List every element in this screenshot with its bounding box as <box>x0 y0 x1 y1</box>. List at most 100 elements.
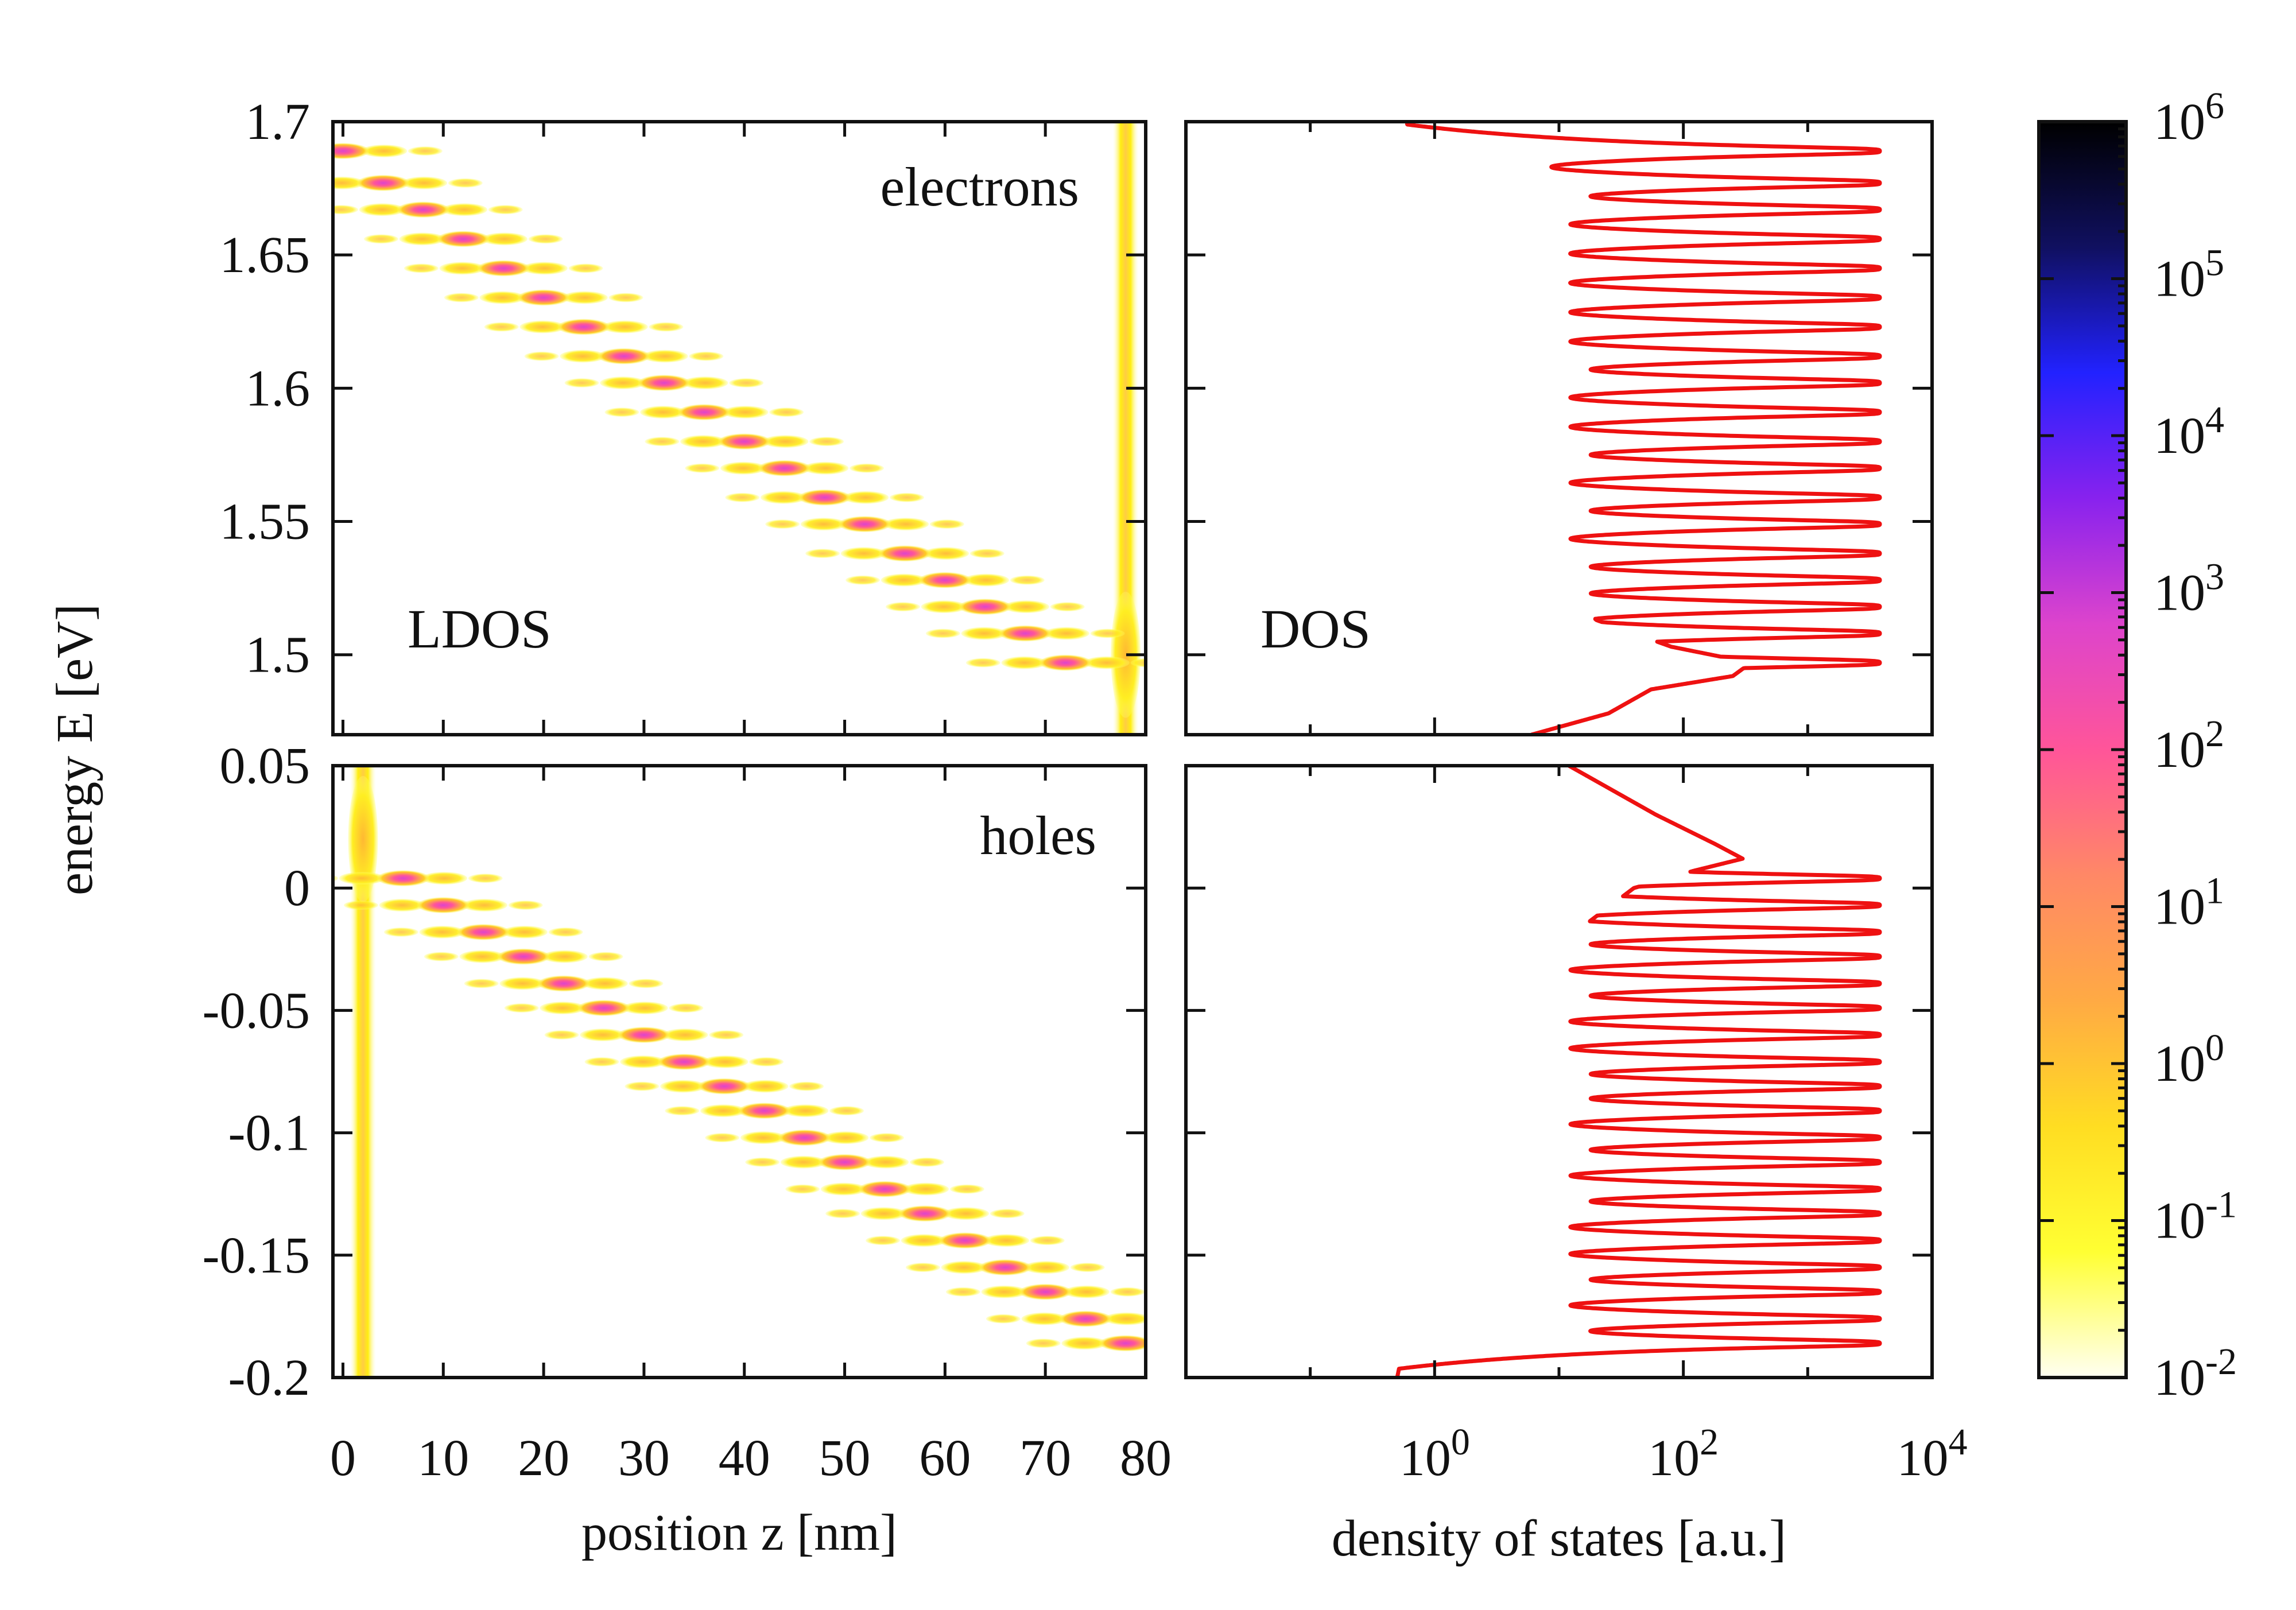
hole-level-7-side <box>749 1057 784 1066</box>
electron-level-13-side <box>765 519 800 529</box>
ldos-electrons-heatmap <box>333 122 1146 735</box>
electron-level-12-side <box>725 492 760 502</box>
electron-level-3 <box>437 231 490 247</box>
electron-level-1-side <box>333 176 365 189</box>
colorbar-tick-label-6: 100 <box>2154 1027 2224 1092</box>
electron-level-6-side <box>519 320 566 333</box>
electron-level-14-side <box>923 547 969 560</box>
hole-level-8-side <box>625 1081 660 1091</box>
hole-level-13-side <box>825 1209 860 1219</box>
hole-level-1-side <box>343 901 378 910</box>
electron-level-4-side <box>439 262 486 275</box>
electron-level-11-side <box>802 461 849 475</box>
hole-level-17-side <box>1103 1312 1146 1325</box>
position-xtick-label-3: 30 <box>618 1430 670 1487</box>
position-xtick-label-2: 20 <box>518 1430 569 1487</box>
hole-level-5 <box>577 1000 630 1017</box>
hole-level-8-side <box>789 1081 824 1091</box>
electron-level-9 <box>677 404 731 421</box>
electron-level-7-side <box>560 350 606 363</box>
ldos-holes-ytick-label-0: 0.05 <box>220 738 311 794</box>
hole-level-5-side <box>622 1002 668 1015</box>
hole-dos-line <box>1395 766 1882 1378</box>
hole-level-9-side <box>665 1106 700 1116</box>
hole-level-10-side <box>869 1133 904 1143</box>
hole-level-15-side <box>905 1263 940 1273</box>
hole-level-17-side <box>986 1314 1021 1324</box>
hole-level-5-side <box>540 1002 586 1015</box>
hole-level-11 <box>818 1154 871 1170</box>
electron-dos-line <box>1405 122 1882 735</box>
electron-level-4-side <box>404 263 439 273</box>
hole-level-11-side <box>780 1155 827 1169</box>
electron-level-5-side <box>561 291 608 304</box>
hole-level-6-side <box>662 1029 708 1042</box>
hole-level-9-side <box>700 1104 747 1118</box>
electron-level-9-side <box>604 408 639 417</box>
annotation-electrons: electrons <box>881 156 1080 218</box>
electron-level-14-side <box>969 549 1004 558</box>
hole-level-14 <box>938 1232 992 1249</box>
ldos-holes-ytick-label-4: -0.15 <box>203 1227 310 1284</box>
electron-level-13-side <box>929 519 964 529</box>
hole-level-1-side <box>508 901 543 910</box>
electron-level-10-side <box>645 437 680 447</box>
ldos-electrons-ytick-label-2: 1.6 <box>246 360 311 417</box>
electron-level-9-side <box>769 408 804 417</box>
electron-level-2-side <box>488 205 523 215</box>
electron-level-10-side <box>809 437 844 447</box>
hole-level-18-side <box>1061 1337 1108 1350</box>
electron-level-4-side <box>521 262 568 275</box>
electron-level-8-side <box>564 378 599 388</box>
hole-level-0-side <box>421 872 468 885</box>
position-xtick-label-1: 10 <box>417 1430 469 1487</box>
panel-frame-ldos-holes <box>331 764 1147 1379</box>
axis-tick-labels: 1.7 1.65 1.6 1.55 1.5 0.05 0 -0.05 -0.1 -0.15 -0.2… <box>203 94 1968 1487</box>
hole-level-3-side <box>541 950 588 963</box>
hole-level-10-side <box>823 1131 869 1145</box>
colorbar-tick-label-0: 106 <box>2154 85 2224 150</box>
electron-level-16-side <box>921 600 967 614</box>
hole-level-16-side <box>1063 1285 1110 1298</box>
electron-level-5-side <box>444 293 479 302</box>
dos-electrons-plot <box>1405 122 1882 735</box>
hole-level-0-side <box>339 872 385 885</box>
electron-level-9-side <box>722 406 769 419</box>
electron-level-13-side <box>800 518 847 531</box>
axis-ticks <box>333 120 1934 1379</box>
hole-level-8 <box>697 1078 751 1095</box>
hole-level-3-side <box>424 952 459 961</box>
electron-level-1-side <box>448 178 483 188</box>
electron-level-6 <box>557 319 611 335</box>
ldos-electrons-ytick-label-3: 1.55 <box>220 494 311 550</box>
x-axis-title-dos: density of states [a.u.] <box>1332 1510 1786 1567</box>
hole-level-12-side <box>949 1184 984 1194</box>
colorbar-tick-label-7: 10-1 <box>2154 1184 2237 1250</box>
hole-level-18-side <box>1026 1339 1061 1348</box>
colorbar-tick-label-3: 103 <box>2154 556 2224 622</box>
electron-level-9-side <box>640 406 687 419</box>
hole-level-2 <box>457 924 510 940</box>
hole-level-2-side <box>383 927 418 937</box>
electron-level-2-side <box>333 205 358 215</box>
hole-level-1-side <box>461 899 507 912</box>
ldos-electrons-ytick-label-1: 1.65 <box>220 227 311 284</box>
electron-level-15 <box>918 572 972 588</box>
electron-level-13-side <box>883 518 929 531</box>
position-xtick-label-6: 60 <box>919 1430 971 1487</box>
colorbar-tick-label-5: 101 <box>2154 870 2224 936</box>
electron-level-3-side <box>528 234 563 244</box>
electron-level-0-side <box>408 146 443 156</box>
hole-level-10 <box>778 1130 831 1146</box>
electron-level-6-side <box>602 320 648 333</box>
electron-level-17-side <box>1043 627 1089 640</box>
electron-level-1-side <box>401 176 448 189</box>
electron-level-2 <box>397 201 450 218</box>
electron-level-14-side <box>805 549 840 558</box>
panel-frame-ldos-electrons <box>331 120 1147 736</box>
hole-level-18-side <box>1190 1339 1225 1348</box>
colorbar-tick-label-1: 105 <box>2154 242 2224 308</box>
hole-level-16-side <box>981 1285 1027 1298</box>
